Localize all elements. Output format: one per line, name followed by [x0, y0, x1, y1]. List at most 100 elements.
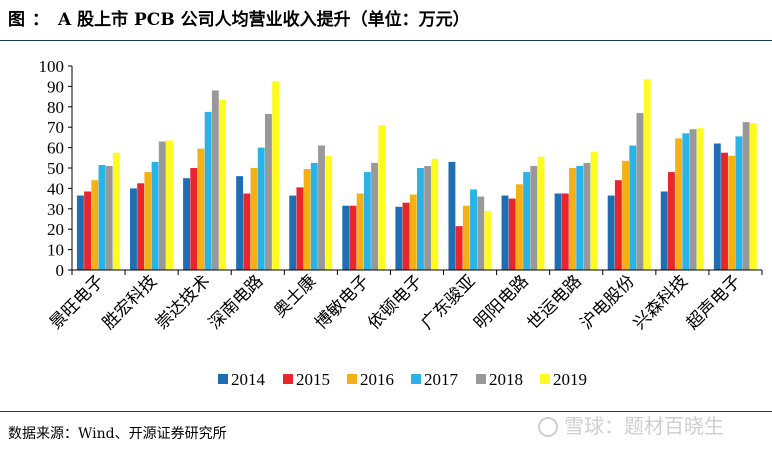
bar-2014: [713, 143, 721, 270]
legend-label: 2015: [296, 370, 330, 389]
bar-2016: [622, 160, 630, 270]
bar-2017: [257, 147, 265, 270]
x-category-label: 博敏电子: [311, 271, 373, 333]
x-category-label: 依顿电子: [364, 271, 426, 333]
bar-2017: [310, 162, 318, 270]
bar-2017: [417, 168, 424, 270]
watermark: 雪球：题材百晓生: [538, 410, 758, 440]
bar-2017: [151, 161, 159, 270]
y-tick-label: 10: [47, 241, 64, 260]
bar-2015: [296, 187, 304, 270]
bar-2014: [395, 206, 403, 270]
legend: 2014 2015 2016 2017 2018 2019: [218, 370, 587, 389]
legend-label: 2017: [424, 370, 459, 389]
chart-title: A 股上市 PCB 公司人均营业收入提升（单位：万元）: [58, 10, 470, 30]
bar-2018: [158, 141, 166, 270]
bar-2016: [197, 148, 205, 270]
bar-2017: [735, 136, 743, 270]
snowball-logo-icon: [538, 417, 558, 437]
y-tick-label: 50: [47, 159, 64, 178]
bar-2018: [318, 145, 325, 270]
bar-2015: [721, 152, 728, 270]
y-tick-label: 60: [47, 139, 64, 158]
y-tick-label: 70: [47, 118, 64, 137]
bar-2017: [629, 145, 637, 270]
legend-label: 2014: [231, 370, 266, 389]
bar-2019: [537, 156, 545, 270]
y-tick-label: 30: [47, 200, 64, 219]
bar-2017: [98, 164, 106, 270]
bar-2017: [204, 111, 212, 271]
bar-2015: [508, 198, 516, 270]
title-rule: [0, 40, 772, 41]
legend-swatch-2015: [283, 374, 293, 384]
bar-2014: [607, 195, 615, 270]
bar-2016: [675, 138, 683, 270]
bar-2019: [590, 151, 598, 270]
x-category-label: 明阳电路: [470, 271, 532, 333]
bar-2019: [378, 125, 386, 270]
bar-2015: [614, 180, 622, 270]
legend-swatch-2016: [347, 374, 357, 384]
bar-2014: [130, 188, 137, 270]
legend-swatch-2018: [476, 374, 486, 384]
bar-2016: [462, 205, 470, 270]
legend-label: 2019: [553, 370, 587, 389]
bar-2018: [211, 90, 219, 270]
bar-2019: [696, 128, 704, 270]
bar-2016: [728, 155, 736, 270]
x-category-label: 广东骏亚: [417, 271, 479, 333]
bar-2014: [236, 176, 244, 270]
bar-2019: [272, 81, 280, 270]
bar-2019: [643, 79, 651, 270]
bar-2014: [183, 178, 190, 270]
watermark-text: 雪球：题材百晓生: [564, 414, 724, 438]
bar-2018: [477, 196, 485, 270]
bar-2014: [76, 195, 84, 270]
bar-2018: [742, 122, 750, 270]
bar-2016: [144, 172, 152, 270]
bar-2019: [749, 123, 757, 271]
figure-colon: ：: [32, 10, 49, 30]
bar-2015: [137, 183, 145, 270]
legend-swatch-2019: [540, 374, 550, 384]
bar-2018: [583, 162, 591, 270]
figure-prefix: 图: [8, 10, 25, 30]
bar-2017: [363, 172, 371, 270]
x-category-label: 超声电子: [683, 271, 745, 333]
bar-2019: [219, 99, 226, 270]
x-category-label: 奥士康: [270, 271, 320, 321]
x-category-label: 深南电路: [205, 271, 267, 333]
bar-2016: [250, 168, 258, 270]
bar-2018: [689, 129, 697, 270]
source-rule: [0, 411, 772, 412]
bar-2018: [424, 165, 432, 270]
bar-2015: [349, 205, 357, 270]
bar-2014: [289, 195, 297, 270]
bar-2014: [501, 195, 509, 270]
x-category-label: 沪电股份: [577, 271, 639, 333]
bar-2016: [356, 193, 364, 270]
bar-2018: [264, 113, 272, 270]
bar-2019: [112, 152, 120, 270]
bar-2019: [431, 158, 439, 270]
bar-2018: [105, 165, 113, 270]
y-tick-label: 20: [47, 220, 64, 239]
bar-2015: [84, 191, 92, 270]
y-tick-label: 40: [47, 179, 64, 198]
bar-2018: [530, 165, 538, 270]
bar-2017: [470, 189, 477, 270]
bar-2015: [455, 226, 463, 270]
bar-chart: 010 2030 405060 7080 90100 景旺电子胜宏科技崇达技术深南电路奥…: [39, 57, 763, 389]
bar-2017: [682, 133, 690, 270]
data-source: 数据来源：Wind、开源证券研究所: [8, 426, 227, 442]
bar-group: [76, 79, 757, 271]
y-tick-label: 80: [47, 98, 64, 117]
bar-2016: [515, 184, 523, 270]
x-category-label: 胜宏科技: [99, 271, 161, 333]
bar-2018: [636, 112, 644, 270]
bar-2014: [554, 193, 562, 270]
bar-2014: [342, 205, 350, 270]
